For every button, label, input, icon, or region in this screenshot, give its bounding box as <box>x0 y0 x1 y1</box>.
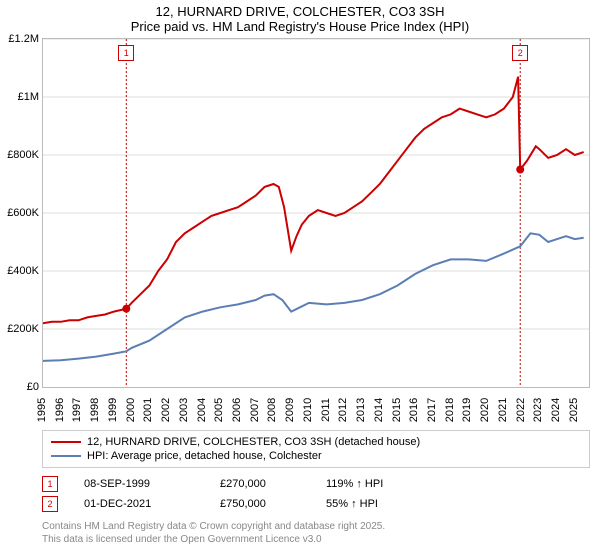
sale-row: 2 01-DEC-2021 £750,000 55% ↑ HPI <box>42 494 590 514</box>
legend-swatch-2 <box>51 455 81 457</box>
legend-swatch-1 <box>51 441 81 443</box>
x-axis-label: 2009 <box>284 398 296 422</box>
legend-row-2: HPI: Average price, detached house, Colc… <box>51 449 581 463</box>
x-axis-label: 2004 <box>196 398 208 422</box>
x-axis-label: 2025 <box>568 398 580 422</box>
chart-area: £0£200K£400K£600K£800K£1M£1.2M12 <box>42 38 590 388</box>
y-axis-label: £800K <box>7 149 39 161</box>
x-axis-label: 2005 <box>213 398 225 422</box>
x-axis-labels: 1995199619971998199920002001200220032004… <box>42 388 590 428</box>
x-axis-label: 1995 <box>36 398 48 422</box>
y-axis-label: £0 <box>27 381 39 393</box>
x-axis-label: 2010 <box>302 398 314 422</box>
sale-marker-icon: 1 <box>42 476 58 492</box>
sale-pct: 55% ↑ HPI <box>326 498 446 510</box>
y-axis-label: £1.2M <box>8 33 39 45</box>
sale-marker-2: 2 <box>512 45 528 61</box>
x-axis-label: 2016 <box>408 398 420 422</box>
sale-row: 1 08-SEP-1999 £270,000 119% ↑ HPI <box>42 474 590 494</box>
x-axis-label: 1998 <box>89 398 101 422</box>
x-axis-label: 2008 <box>266 398 278 422</box>
x-axis-label: 2017 <box>426 398 438 422</box>
x-axis-label: 2001 <box>142 398 154 422</box>
legend-row-1: 12, HURNARD DRIVE, COLCHESTER, CO3 3SH (… <box>51 435 581 449</box>
title-sub: Price paid vs. HM Land Registry's House … <box>0 19 600 38</box>
x-axis-label: 2021 <box>497 398 509 422</box>
x-axis-label: 2000 <box>125 398 137 422</box>
x-axis-label: 2014 <box>373 398 385 422</box>
x-axis-label: 2012 <box>337 398 349 422</box>
x-axis-label: 2011 <box>320 398 332 422</box>
x-axis-label: 2015 <box>391 398 403 422</box>
sale-price: £270,000 <box>220 478 320 490</box>
sale-pct: 119% ↑ HPI <box>326 478 446 490</box>
y-axis-label: £600K <box>7 207 39 219</box>
y-axis-label: £200K <box>7 323 39 335</box>
sale-price: £750,000 <box>220 498 320 510</box>
x-axis-label: 2007 <box>249 398 261 422</box>
legend-label-2: HPI: Average price, detached house, Colc… <box>87 450 322 462</box>
footer-line-2: This data is licensed under the Open Gov… <box>42 533 590 546</box>
x-axis-label: 2024 <box>550 398 562 422</box>
footer-line-1: Contains HM Land Registry data © Crown c… <box>42 520 590 533</box>
y-axis-label: £1M <box>18 91 39 103</box>
x-axis-label: 2019 <box>461 398 473 422</box>
x-axis-label: 2003 <box>178 398 190 422</box>
x-axis-label: 2006 <box>231 398 243 422</box>
x-axis-label: 2020 <box>479 398 491 422</box>
sale-marker-1: 1 <box>118 45 134 61</box>
x-axis-label: 2013 <box>355 398 367 422</box>
x-axis-label: 1999 <box>107 398 119 422</box>
x-axis-label: 1997 <box>71 398 83 422</box>
sale-date: 08-SEP-1999 <box>64 478 214 490</box>
sale-date: 01-DEC-2021 <box>64 498 214 510</box>
sale-table: 1 08-SEP-1999 £270,000 119% ↑ HPI 2 01-D… <box>42 474 590 514</box>
legend-box: 12, HURNARD DRIVE, COLCHESTER, CO3 3SH (… <box>42 430 590 468</box>
x-axis-label: 2023 <box>532 398 544 422</box>
footer: Contains HM Land Registry data © Crown c… <box>42 520 590 546</box>
y-axis-label: £400K <box>7 265 39 277</box>
title-main: 12, HURNARD DRIVE, COLCHESTER, CO3 3SH <box>0 0 600 19</box>
chart-svg <box>43 39 589 387</box>
legend-label-1: 12, HURNARD DRIVE, COLCHESTER, CO3 3SH (… <box>87 436 420 448</box>
x-axis-label: 2018 <box>444 398 456 422</box>
x-axis-label: 2022 <box>515 398 527 422</box>
x-axis-label: 2002 <box>160 398 172 422</box>
x-axis-label: 1996 <box>54 398 66 422</box>
sale-marker-icon: 2 <box>42 496 58 512</box>
